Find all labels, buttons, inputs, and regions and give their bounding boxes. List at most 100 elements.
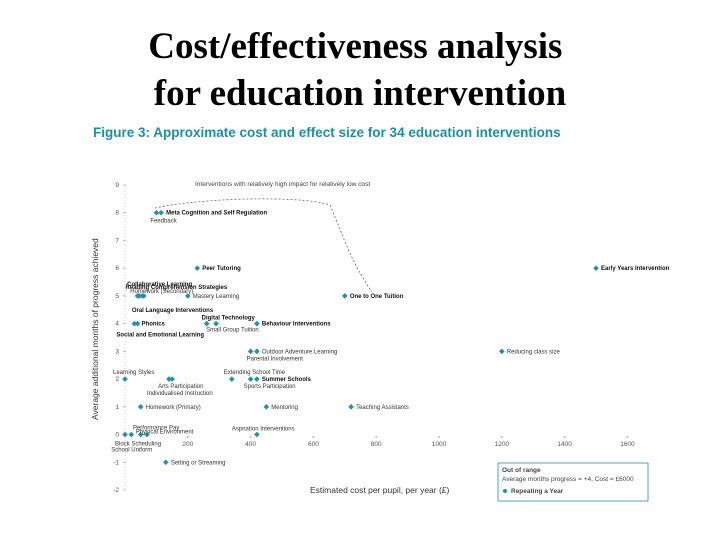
point	[137, 431, 144, 438]
x-tick	[249, 436, 252, 438]
out-of-range-marker	[503, 489, 507, 493]
annotation: Interventions with relatively high impac…	[195, 181, 370, 188]
point-label: Phonics	[142, 322, 166, 328]
point-label: Digital Technology	[202, 316, 256, 322]
y-axis-label: Average additional months of progress ac…	[90, 238, 100, 420]
point	[153, 209, 160, 216]
point	[131, 320, 138, 327]
point-label: Peer Tutoring	[202, 266, 241, 272]
y-tick-label: 4	[115, 321, 119, 328]
point	[254, 431, 260, 438]
point-label: Mastery Learning	[193, 294, 239, 300]
title-line: for education intervention	[154, 73, 567, 114]
x-tick	[438, 436, 441, 438]
y-tick-label: 3	[115, 348, 119, 355]
point	[228, 376, 235, 382]
point	[499, 348, 505, 355]
point	[158, 209, 164, 216]
point	[254, 376, 260, 382]
point	[166, 376, 172, 382]
x-tick-label: 1000	[432, 441, 447, 448]
figure-title: Figure 3: Approximate cost and effect si…	[93, 125, 561, 140]
y-tick-label: 6	[115, 265, 119, 272]
point	[247, 376, 254, 382]
point	[144, 431, 150, 438]
point	[122, 431, 128, 438]
point	[169, 376, 175, 382]
point	[348, 403, 354, 410]
x-tick	[186, 436, 189, 438]
point	[254, 348, 260, 355]
point-label: One to One Tuition	[350, 294, 404, 300]
point	[263, 403, 270, 410]
x-axis-label: Estimated cost per pupil, per year (£)	[310, 485, 450, 495]
y-tick-label: 1	[115, 404, 119, 411]
point-label: Outdoor Adventure Learning	[262, 349, 337, 355]
point-label: Reading Comprehension Strategies	[126, 285, 228, 291]
point-label: Parental Involvement	[247, 356, 304, 362]
x-tick-label: 400	[245, 441, 256, 448]
y-tick-label: 9	[115, 182, 119, 189]
point	[247, 348, 254, 355]
point-label: Meta Cognition and Self Regulation	[166, 211, 267, 217]
point-label: Social and Emotional Learning	[116, 333, 204, 339]
x-tick-label: 1600	[620, 441, 635, 448]
point-label: Individualised Instruction	[147, 391, 213, 397]
point	[213, 320, 219, 327]
point-label: Oral Language Interventions	[132, 308, 214, 314]
point	[184, 293, 191, 299]
point-label: Sports Participation	[244, 384, 296, 390]
point	[203, 320, 210, 327]
x-tick	[500, 436, 503, 438]
out-of-range-text: Average months progress = +4, Cost = £60…	[502, 476, 634, 483]
point	[134, 293, 141, 299]
highlight-curve	[154, 198, 373, 293]
point	[194, 265, 201, 272]
point-label: Small Group Tuition	[206, 328, 259, 334]
x-tick-label: 200	[182, 441, 193, 448]
point	[134, 320, 141, 327]
point-label: Mentoring	[271, 405, 298, 411]
point-label: Summer Schools	[262, 377, 312, 383]
point-label: Collaborative Learning	[127, 282, 192, 288]
point-label: Teaching Assistants	[356, 405, 409, 411]
y-tick-label: -2	[113, 487, 119, 494]
x-tick	[312, 436, 315, 438]
y-tick-label: 2	[115, 376, 119, 383]
point	[341, 293, 348, 299]
point-label: Learning Styles	[113, 370, 154, 376]
point-label: Reducing class size	[507, 349, 561, 355]
y-tick-label: -1	[113, 459, 119, 466]
slide-title: Cost/effectiveness analysis for educatio…	[148, 26, 571, 114]
point	[593, 265, 599, 272]
x-tick-label: 600	[308, 441, 319, 448]
point	[128, 431, 135, 438]
point-label: Physical Environment	[136, 430, 194, 436]
point	[137, 403, 144, 410]
point	[254, 320, 260, 327]
x-tick	[626, 436, 629, 438]
point	[141, 293, 147, 299]
point-label: Block Scheduling	[115, 442, 161, 448]
point-label: Extending School Time	[224, 370, 286, 376]
y-tick-label: 8	[115, 210, 119, 217]
y-tick-label: 5	[115, 293, 119, 300]
out-of-range-box	[497, 462, 649, 502]
y-tick-label: 0	[115, 432, 119, 439]
out-of-range-title: Out of range	[502, 467, 541, 474]
x-tick-label: 800	[371, 441, 382, 448]
point-label: Aspiration Interventions	[232, 427, 295, 433]
x-tick-label: 1200	[495, 441, 510, 448]
point	[162, 459, 169, 466]
point-label: Setting or Streaming	[171, 460, 226, 466]
point	[122, 376, 128, 382]
point-label: Arts Participation	[158, 384, 203, 390]
title-line: Cost/effectiveness analysis	[148, 26, 562, 67]
y-tick-label: 7	[115, 237, 119, 244]
point-label: Feedback	[150, 219, 177, 225]
point-label: Homework (Primary)	[146, 405, 201, 411]
point-label: Homework (Secondary)	[130, 289, 193, 295]
point-label: Early Years Intervention	[601, 266, 670, 272]
x-tick	[375, 436, 378, 438]
